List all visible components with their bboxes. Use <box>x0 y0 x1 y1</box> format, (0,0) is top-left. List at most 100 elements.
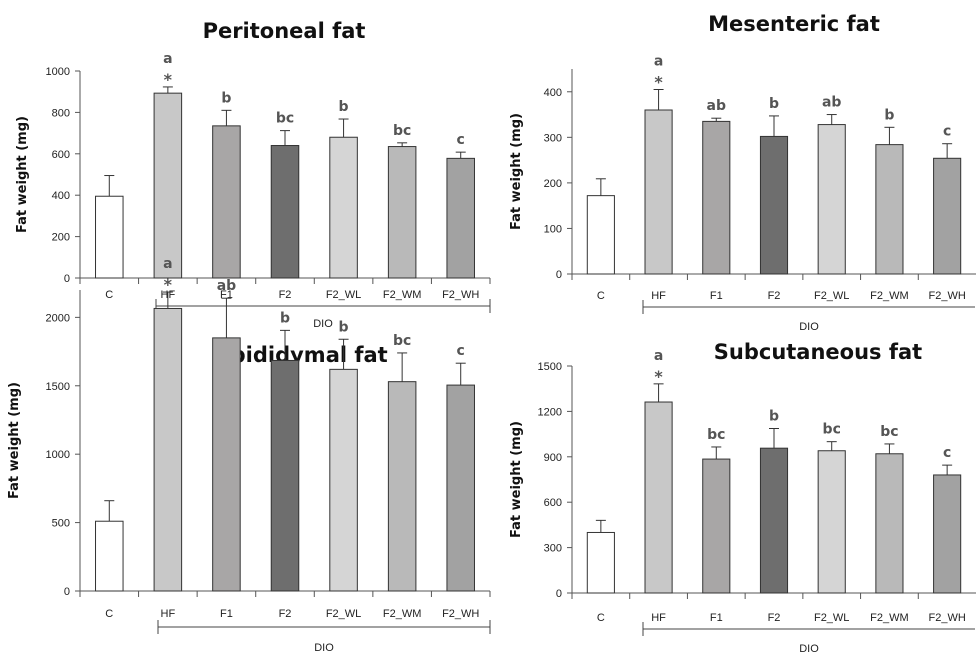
bar <box>387 146 417 279</box>
x-tick-label: F2_WL <box>326 608 361 620</box>
chart-title: Mesenteric fat <box>708 12 880 36</box>
y-axis-label: Fat weight (mg) <box>509 421 524 538</box>
significance-letter: c <box>943 445 951 461</box>
x-tick-label: F2_WL <box>326 289 361 301</box>
x-tick-label: C <box>105 289 113 301</box>
significance-letter: ab <box>217 278 236 294</box>
y-tick-label: 0 <box>64 586 70 598</box>
bar <box>817 450 846 594</box>
bar <box>270 145 300 279</box>
y-tick-label: 0 <box>64 273 70 285</box>
chart-panel: Peritoneal fat Fat weight (mg) 0 200 400 600 8… <box>15 19 491 330</box>
bar <box>586 531 615 594</box>
significance-letter: b <box>769 409 779 425</box>
bar <box>446 384 475 592</box>
x-tick-label: F2 <box>279 289 292 301</box>
significance-letter: bc <box>707 427 725 443</box>
significance-letter: b <box>280 310 290 326</box>
bar <box>817 124 846 275</box>
bar <box>759 447 789 594</box>
y-tick-label: 600 <box>544 497 562 509</box>
group-label: DIO <box>799 321 819 333</box>
y-axis-label: Fat weight (mg) <box>15 116 30 233</box>
bar <box>644 109 673 275</box>
chart-title: Epididymal fat <box>216 343 387 367</box>
y-tick-label: 400 <box>544 87 562 99</box>
significance-star: * <box>654 367 663 386</box>
significance-letter: bc <box>823 422 841 438</box>
chart-panel: Subcutaneous fat Fat weight (mg) 0 300 600 90… <box>509 340 976 653</box>
x-tick-label: F2_WM <box>870 290 909 302</box>
significance-letter: bc <box>276 111 294 127</box>
y-tick-label: 600 <box>52 149 70 161</box>
y-tick-label: 2000 <box>46 312 70 324</box>
significance-letter: c <box>943 124 951 140</box>
y-tick-label: 300 <box>544 132 562 144</box>
significance-letter: a <box>654 54 663 70</box>
bar <box>933 157 962 275</box>
y-tick-label: 400 <box>52 190 70 202</box>
x-tick-label: F2_WM <box>383 289 422 301</box>
bar <box>95 520 124 592</box>
x-tick-label: HF <box>651 290 666 302</box>
x-tick-label: F2 <box>768 290 781 302</box>
y-tick-label: 0 <box>556 269 562 281</box>
significance-letter: b <box>884 107 894 123</box>
x-tick-label: F1 <box>710 612 723 624</box>
y-tick-label: 1500 <box>538 361 562 373</box>
significance-letter: a <box>654 348 663 364</box>
bar <box>95 195 124 279</box>
significance-letter: b <box>221 90 231 106</box>
y-tick-label: 300 <box>544 543 562 555</box>
bar <box>586 195 615 275</box>
y-tick-label: 1000 <box>46 66 70 78</box>
bar <box>153 307 183 592</box>
x-tick-label: F2_WH <box>929 612 966 624</box>
significance-letter: bc <box>393 333 411 349</box>
x-tick-label: F1 <box>220 608 233 620</box>
bar <box>933 474 962 594</box>
x-tick-label: F2_WM <box>870 612 909 624</box>
y-axis-label: Fat weight (mg) <box>509 113 524 230</box>
chart-panel: Epididymal fat Fat weight (mg) 0 500 1000 150… <box>7 256 491 653</box>
x-tick-label: F2_WH <box>442 608 479 620</box>
y-tick-label: 200 <box>52 232 70 244</box>
bar <box>212 125 241 279</box>
chart-title: Subcutaneous fat <box>714 340 922 364</box>
x-tick-label: HF <box>161 608 176 620</box>
chart-title: Peritoneal fat <box>203 19 366 43</box>
group-label: DIO <box>314 642 334 653</box>
bar <box>153 92 183 279</box>
bar <box>387 381 417 592</box>
y-tick-label: 900 <box>544 452 562 464</box>
chart-panel: Mesenteric fat Fat weight (mg) 0 100 200 300 4… <box>509 12 976 333</box>
bar <box>212 337 241 592</box>
significance-letter: bc <box>393 123 411 139</box>
significance-star: * <box>654 73 663 92</box>
bar <box>270 359 300 592</box>
bar <box>702 458 731 594</box>
y-tick-label: 0 <box>556 588 562 600</box>
y-axis-label: Fat weight (mg) <box>7 382 22 499</box>
bar <box>446 157 475 279</box>
significance-letter: c <box>457 132 465 148</box>
group-label: DIO <box>799 643 819 653</box>
group-label: DIO <box>313 318 333 330</box>
significance-star: * <box>164 70 173 89</box>
y-tick-label: 200 <box>544 178 562 190</box>
bar <box>329 368 358 592</box>
bar <box>644 401 673 594</box>
bar <box>875 453 904 594</box>
bar <box>329 136 358 279</box>
significance-star: * <box>164 275 173 294</box>
significance-letter: a <box>163 256 172 272</box>
bar <box>875 144 904 275</box>
significance-letter: bc <box>880 424 898 440</box>
significance-letter: b <box>339 99 349 115</box>
x-tick-label: C <box>597 290 605 302</box>
x-tick-label: C <box>597 612 605 624</box>
y-tick-label: 1200 <box>538 406 562 418</box>
x-tick-label: F2 <box>768 612 781 624</box>
x-tick-label: F2 <box>279 608 292 620</box>
